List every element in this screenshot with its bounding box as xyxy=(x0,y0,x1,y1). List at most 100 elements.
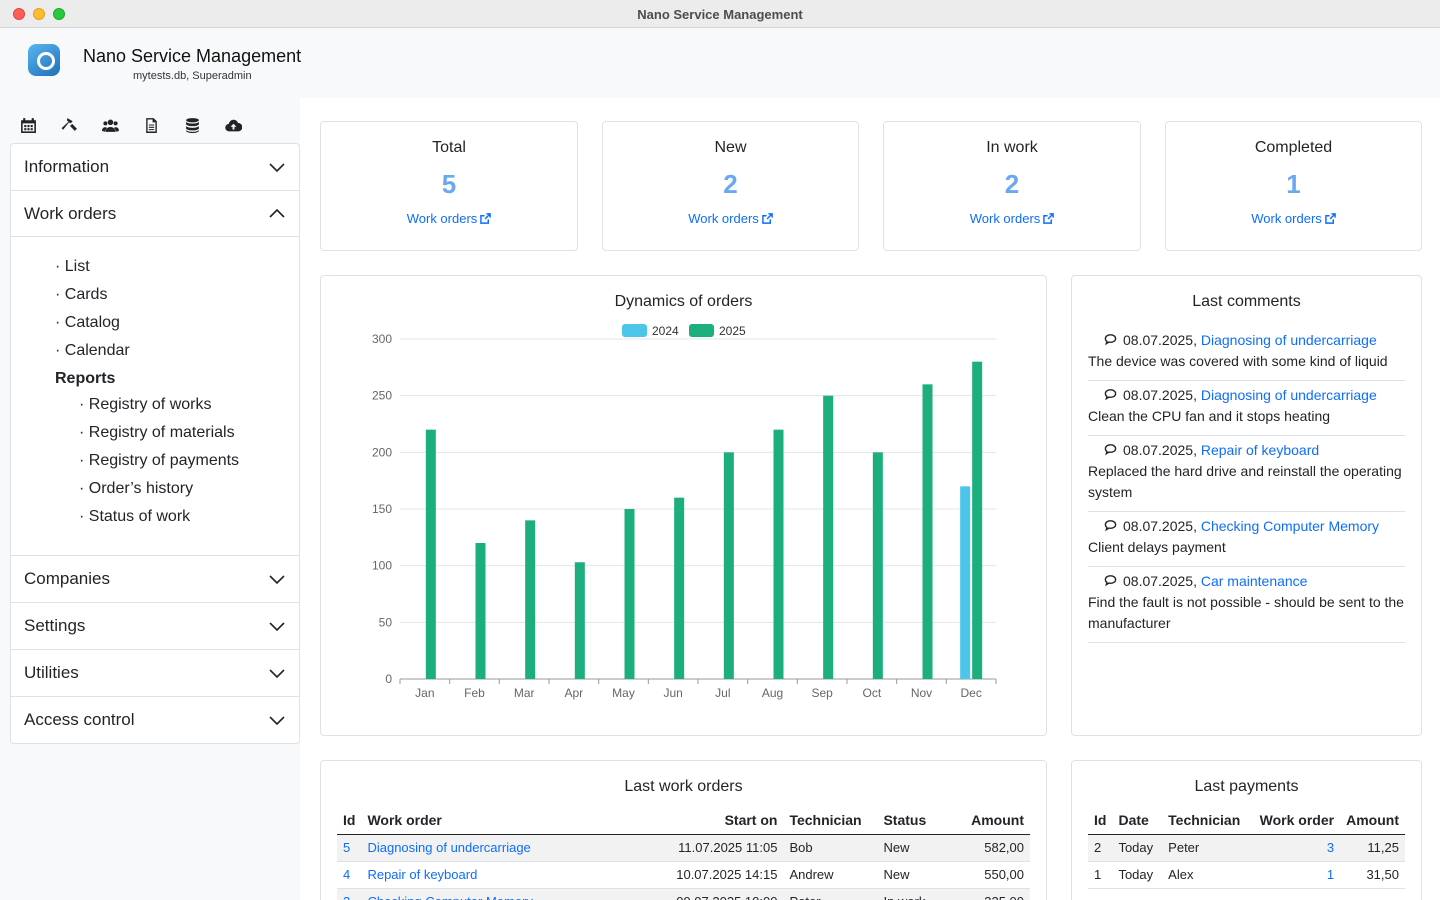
stat-link-label: Work orders xyxy=(406,211,478,226)
col-start-on[interactable]: Start on xyxy=(661,807,784,835)
row-id: 2 xyxy=(1088,834,1113,862)
menu-item-registry-of-payments[interactable]: · Registry of payments xyxy=(79,452,240,469)
col-work-order[interactable]: Work order xyxy=(361,807,662,835)
stat-title: In work xyxy=(986,139,1038,156)
col-status[interactable]: Status xyxy=(877,807,960,835)
menu-item-cards[interactable]: · Cards xyxy=(55,286,108,303)
chevron-down-icon xyxy=(269,716,285,726)
sidebar-section-companies-header[interactable]: Companies xyxy=(11,556,299,602)
stat-link-work-orders[interactable]: Work orders xyxy=(321,211,577,226)
row-id-link[interactable]: 3 xyxy=(337,888,362,900)
col-amount[interactable]: Amount xyxy=(1340,807,1405,835)
external-link-icon xyxy=(480,213,492,224)
users-icon[interactable] xyxy=(102,115,143,135)
database-icon[interactable] xyxy=(184,115,225,135)
col-work-order[interactable]: Work order xyxy=(1253,807,1341,835)
chevron-down-icon xyxy=(269,622,285,632)
col-id[interactable]: Id xyxy=(337,807,362,835)
sidebar-section-work-orders-header[interactable]: Work orders xyxy=(11,191,299,237)
sidebar-section-label: Access control xyxy=(24,710,135,729)
stat-link-work-orders[interactable]: Work orders xyxy=(603,211,858,226)
bar-2025-oct xyxy=(872,452,883,679)
close-window-button[interactable] xyxy=(13,8,25,20)
chevron-up-icon xyxy=(269,208,285,218)
row-order-link[interactable]: 3 xyxy=(1253,834,1341,862)
stat-link-label: Work orders xyxy=(688,211,759,226)
window-title: Nano Service Management xyxy=(637,7,803,22)
comment-item: 08.07.2025, Diagnosing of undercarriage … xyxy=(1088,381,1405,436)
sidebar-section-settings-header[interactable]: Settings xyxy=(11,603,299,649)
y-tick-label: 300 xyxy=(372,332,392,346)
comment-order-link[interactable]: Checking Computer Memory xyxy=(1200,518,1380,534)
chat-icon xyxy=(1104,334,1117,346)
row-order-link[interactable]: Repair of keyboard xyxy=(361,861,662,889)
x-tick-label: Mar xyxy=(514,686,535,700)
menu-item-catalog[interactable]: · Catalog xyxy=(55,314,120,331)
comment-item: 08.07.2025, Repair of keyboard Replaced … xyxy=(1088,436,1405,512)
x-tick-label: Jan xyxy=(415,686,434,700)
row-id-link[interactable]: 4 xyxy=(337,861,362,889)
row-amount: 582,00 xyxy=(959,834,1030,862)
stat-link-work-orders[interactable]: Work orders xyxy=(884,211,1140,226)
col-id[interactable]: Id xyxy=(1088,807,1113,835)
sidebar-section-label: Companies xyxy=(24,569,110,588)
sidebar-section-information-header[interactable]: Information xyxy=(11,144,299,190)
menu-item-registry-of-materials[interactable]: · Registry of materials xyxy=(79,424,235,441)
y-tick-label: 250 xyxy=(372,389,392,403)
stat-link-label: Work orders xyxy=(969,211,1041,226)
calendar-icon[interactable] xyxy=(20,115,61,135)
comment-order-link[interactable]: Repair of keyboard xyxy=(1200,442,1320,458)
row-amount: 325,00 xyxy=(959,888,1030,900)
menu-item-status-of-work[interactable]: · Status of work xyxy=(79,508,191,525)
table-row: 1 Today Alex 1 31,50 xyxy=(1088,861,1405,889)
comments-title: Last comments xyxy=(1192,293,1301,310)
col-date[interactable]: Date xyxy=(1112,807,1163,835)
payments-table: Id Date Technician Work order Amount 2 T… xyxy=(1088,807,1405,889)
col-technician[interactable]: Technician xyxy=(1162,807,1254,835)
minimize-window-button[interactable] xyxy=(33,8,45,20)
row-id-link[interactable]: 5 xyxy=(337,834,362,862)
comment-order-link[interactable]: Diagnosing of undercarriage xyxy=(1200,387,1377,403)
menu-item-calendar[interactable]: · Calendar xyxy=(55,342,130,359)
row-status: New xyxy=(877,834,960,862)
comment-date: 08.07.2025, xyxy=(1123,518,1197,534)
bar-2025-mar xyxy=(525,520,536,679)
row-order-link[interactable]: Diagnosing of undercarriage xyxy=(361,834,662,862)
stat-card-in-work: In work 2 Work orders xyxy=(883,121,1141,251)
col-technician[interactable]: Technician xyxy=(783,807,878,835)
last-comments-card: Last comments 08.07.2025, Diagnosing of … xyxy=(1071,275,1422,736)
bar-2025-feb xyxy=(475,543,486,679)
chat-icon xyxy=(1104,444,1117,456)
row-date: Today xyxy=(1112,834,1163,862)
sidebar-section-settings: Settings xyxy=(11,603,299,650)
stat-value: 1 xyxy=(1286,169,1301,199)
comment-text: Replaced the hard drive and reinstall th… xyxy=(1088,463,1402,500)
sidebar-section-access-control-header[interactable]: Access control xyxy=(11,697,299,743)
payments-title: Last payments xyxy=(1194,778,1299,795)
hammer-icon[interactable] xyxy=(61,115,102,135)
maximize-window-button[interactable] xyxy=(53,8,65,20)
comment-order-link[interactable]: Car maintenance xyxy=(1200,573,1308,589)
menu-item-registry-of-works[interactable]: · Registry of works xyxy=(79,396,212,413)
menu-item-orders-history[interactable]: · Order’s history xyxy=(79,480,194,497)
stat-value: 5 xyxy=(441,169,457,199)
row-order-link[interactable]: 1 xyxy=(1253,861,1341,889)
cloud-upload-icon[interactable] xyxy=(225,115,266,135)
work-orders-table: Id Work order Start on Technician Status… xyxy=(337,807,1030,900)
comment-text: Clean the CPU fan and it stops heating xyxy=(1088,408,1331,424)
col-amount[interactable]: Amount xyxy=(959,807,1030,835)
x-tick-label: Oct xyxy=(862,686,881,700)
stat-value: 2 xyxy=(1004,169,1020,199)
sidebar-section-utilities-header[interactable]: Utilities xyxy=(11,650,299,696)
stat-link-label: Work orders xyxy=(1251,211,1322,226)
sidebar-section-label: Information xyxy=(24,157,110,176)
row-order-link[interactable]: Checking Computer Memory xyxy=(361,888,662,900)
comment-order-link[interactable]: Diagnosing of undercarriage xyxy=(1200,332,1377,348)
menu-heading-reports: Reports xyxy=(55,370,116,387)
comment-text: The device was covered with some kind of… xyxy=(1088,353,1388,369)
menu-item-list[interactable]: · List xyxy=(55,258,90,275)
stat-link-work-orders[interactable]: Work orders xyxy=(1166,211,1421,226)
last-work-orders-card: Last work orders Id Work order Start on … xyxy=(320,760,1047,900)
document-icon[interactable] xyxy=(143,115,184,135)
x-tick-label: Nov xyxy=(911,686,932,700)
